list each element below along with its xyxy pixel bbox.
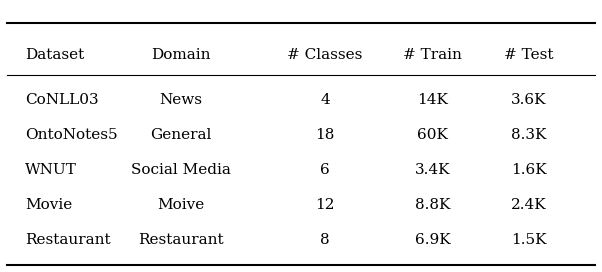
Text: General: General xyxy=(150,128,212,142)
Text: 8.3K: 8.3K xyxy=(511,128,547,142)
Text: # Classes: # Classes xyxy=(287,48,362,62)
Text: Social Media: Social Media xyxy=(131,163,231,177)
Text: 1.5K: 1.5K xyxy=(511,233,547,247)
Text: WNUT: WNUT xyxy=(25,163,77,177)
Text: Domain: Domain xyxy=(152,48,211,62)
Text: Restaurant: Restaurant xyxy=(138,233,224,247)
Text: 1.6K: 1.6K xyxy=(511,163,547,177)
Text: 8: 8 xyxy=(320,233,330,247)
Text: OntoNotes5: OntoNotes5 xyxy=(25,128,118,142)
Text: 3.6K: 3.6K xyxy=(511,93,547,107)
Text: # Test: # Test xyxy=(504,48,553,62)
Text: 4: 4 xyxy=(320,93,330,107)
Text: 14K: 14K xyxy=(417,93,448,107)
Text: 3.4K: 3.4K xyxy=(415,163,450,177)
Text: 2.4K: 2.4K xyxy=(511,198,547,212)
Text: Dataset: Dataset xyxy=(25,48,85,62)
Text: 6: 6 xyxy=(320,163,330,177)
Text: News: News xyxy=(160,93,203,107)
Text: 12: 12 xyxy=(315,198,335,212)
Text: 6.9K: 6.9K xyxy=(415,233,451,247)
Text: Restaurant: Restaurant xyxy=(25,233,111,247)
Text: 60K: 60K xyxy=(417,128,448,142)
Text: 8.8K: 8.8K xyxy=(415,198,450,212)
Text: Movie: Movie xyxy=(25,198,73,212)
Text: 18: 18 xyxy=(315,128,335,142)
Text: # Train: # Train xyxy=(403,48,462,62)
Text: Moive: Moive xyxy=(158,198,205,212)
Text: CoNLL03: CoNLL03 xyxy=(25,93,99,107)
